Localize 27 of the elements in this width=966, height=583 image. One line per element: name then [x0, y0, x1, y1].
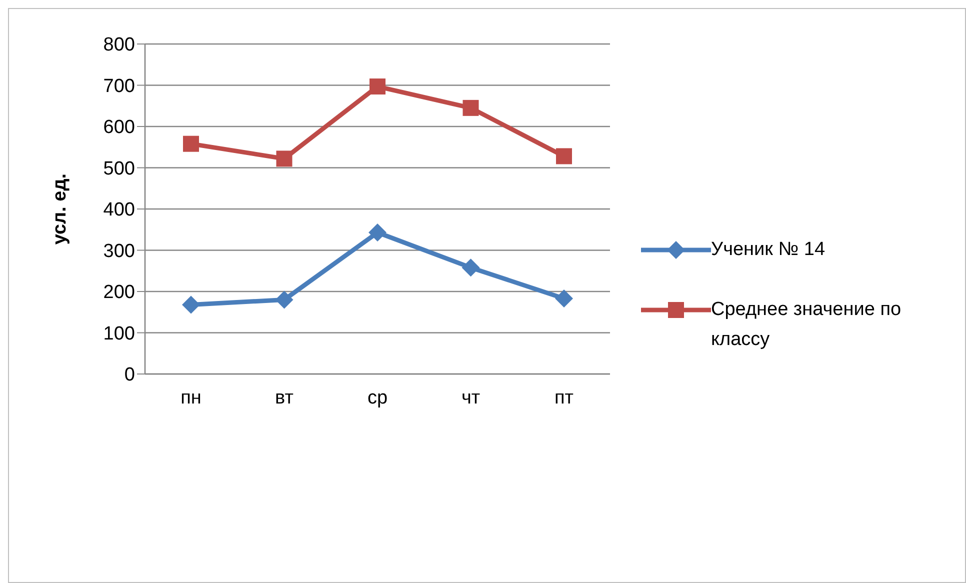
point	[556, 148, 572, 164]
legend-label: Среднее значение по классу	[711, 298, 902, 352]
legend-label: Ученик № 14	[711, 238, 826, 262]
x-tick-label: пт	[554, 387, 574, 408]
y-tick-label: 600	[103, 117, 135, 138]
y-tick-label: 100	[103, 323, 135, 344]
y-axis-title: усл. ед.	[50, 173, 71, 245]
x-tick-label: чт	[461, 387, 480, 408]
point	[370, 78, 386, 94]
y-tick-label: 500	[103, 158, 135, 180]
point	[555, 290, 573, 308]
y-tick-label: 0	[124, 364, 135, 386]
point	[462, 100, 479, 116]
x-tick-label: пн	[180, 387, 202, 408]
point	[183, 136, 199, 152]
y-tick-label: 700	[103, 76, 135, 97]
point	[275, 290, 294, 309]
y-tick-label: 800	[103, 34, 135, 56]
y-tick-label: 200	[103, 282, 135, 304]
point	[462, 258, 480, 277]
x-tick-label: вт	[275, 387, 294, 408]
x-tick-label: ср	[367, 387, 388, 408]
point	[368, 224, 386, 242]
point	[182, 296, 200, 314]
y-tick-label: 300	[103, 240, 135, 262]
point	[276, 150, 292, 167]
y-tick-label: 400	[103, 200, 135, 221]
